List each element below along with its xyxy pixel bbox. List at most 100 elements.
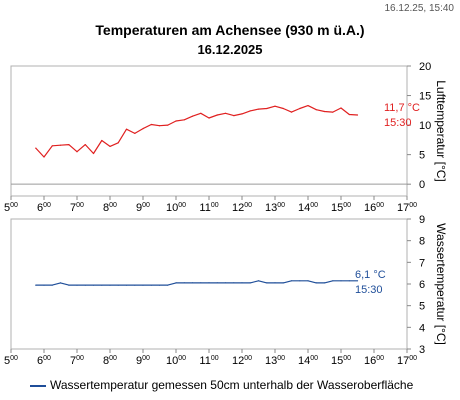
water-x-tick-suffix-7: 00 <box>76 355 84 362</box>
water-x-tick-suffix-11: 00 <box>211 355 219 362</box>
water-y-tick-label-6: 6 <box>419 279 425 291</box>
water-data-point-30 <box>282 282 284 284</box>
air-data-point-31 <box>290 111 293 113</box>
water-data-point-5 <box>76 284 78 286</box>
water-y-tick-label-8: 8 <box>419 236 425 248</box>
air-data-point-25 <box>241 113 243 115</box>
water-data-point-19 <box>191 282 194 284</box>
air-x-tick-label-15: 1500 <box>331 202 351 214</box>
water-data-point-1 <box>43 284 45 286</box>
water-x-tick-label-5: 500 <box>4 355 18 367</box>
water-data-point-24 <box>233 282 235 284</box>
legend: Wassertemperatur gemessen 50cm unterhalb… <box>30 378 413 392</box>
water-data-point-4 <box>68 284 70 286</box>
air-x-tick-label-6: 600 <box>37 202 51 214</box>
water-data-point-10 <box>117 284 119 286</box>
chart-date: 16.12.2025 <box>197 42 263 57</box>
air-series-line-0 <box>35 104 358 158</box>
water-data-point-8 <box>101 284 103 286</box>
water-data-point-6 <box>84 284 86 286</box>
air-data-point-30 <box>282 107 284 110</box>
water-data-point-16 <box>167 284 169 286</box>
air-data-point-39 <box>356 114 359 116</box>
air-data-point-36 <box>332 111 334 113</box>
air-x-tick-label-5: 500 <box>4 202 18 214</box>
air-x-tick-label-13: 1300 <box>265 202 285 214</box>
water-x-tick-label-7: 700 <box>70 355 84 367</box>
water-data-point-18 <box>183 282 185 284</box>
water-data-point-39 <box>356 280 359 282</box>
air-data-point-9 <box>109 145 111 147</box>
air-data-point-16 <box>167 124 169 126</box>
water-data-point-34 <box>315 282 317 284</box>
air-x-tick-suffix-16: 00 <box>376 202 384 209</box>
air-data-point-10 <box>117 142 119 144</box>
water-data-point-17 <box>175 282 177 284</box>
water-data-point-23 <box>224 282 227 284</box>
water-x-tick-label-12: 1200 <box>232 355 252 367</box>
air-y-axis-label: Lufttemperatur [°C] <box>434 80 448 182</box>
water-data-point-32 <box>299 280 301 282</box>
water-x-tick-label-8: 800 <box>103 355 117 367</box>
water-data-point-35 <box>323 282 326 284</box>
air-data-point-23 <box>224 112 227 114</box>
air-data-point-1 <box>43 156 45 158</box>
air-data-point-15 <box>158 125 161 127</box>
air-x-tick-label-14: 1400 <box>298 202 318 214</box>
water-y-tick-label-3: 3 <box>419 344 425 356</box>
water-x-tick-suffix-13: 00 <box>277 355 285 362</box>
water-last-value-label: 6,1 °C <box>355 269 386 281</box>
water-plot-frame <box>10 218 408 350</box>
legend-swatch-water <box>30 384 46 387</box>
water-data-point-28 <box>266 282 268 284</box>
air-x-tick-suffix-17: 00 <box>409 202 417 209</box>
air-data-point-3 <box>59 144 62 146</box>
water-data-point-33 <box>307 280 309 282</box>
air-data-point-28 <box>266 107 268 110</box>
air-x-tick-suffix-8: 00 <box>109 202 117 209</box>
water-data-point-22 <box>216 282 218 284</box>
air-data-point-13 <box>142 128 144 130</box>
water-x-tick-label-16: 1600 <box>364 355 384 367</box>
air-data-point-5 <box>76 151 78 153</box>
water-x-tick-label-10: 1000 <box>166 355 186 367</box>
water-data-point-37 <box>340 280 342 282</box>
legend-label-water: Wassertemperatur gemessen 50cm unterhalb… <box>50 378 414 392</box>
air-x-tick-suffix-7: 00 <box>76 202 84 209</box>
water-data-point-21 <box>208 282 210 284</box>
air-x-tick-label-16: 1600 <box>364 202 384 214</box>
water-y-tick-label-7: 7 <box>419 257 425 269</box>
chart-title: Temperaturen am Achensee (930 m ü.A.) <box>95 22 365 38</box>
water-y-tick-label-5: 5 <box>419 301 425 313</box>
water-x-tick-suffix-8: 00 <box>109 355 117 362</box>
air-data-point-33 <box>307 105 309 107</box>
air-data-point-20 <box>200 112 202 114</box>
water-x-tick-suffix-9: 00 <box>142 355 150 362</box>
air-data-point-6 <box>84 144 86 146</box>
air-data-point-7 <box>92 152 95 155</box>
water-data-point-26 <box>249 282 251 284</box>
air-x-tick-suffix-11: 00 <box>211 202 219 209</box>
air-x-tick-label-11: 1100 <box>199 202 218 214</box>
water-y-tick-label-4: 4 <box>419 322 425 334</box>
water-data-point-31 <box>290 280 293 282</box>
water-data-point-7 <box>92 284 95 286</box>
air-last-value-label: 11,7 °C <box>384 102 420 114</box>
water-data-point-36 <box>332 280 334 282</box>
water-x-tick-label-9: 900 <box>136 355 150 367</box>
water-x-tick-suffix-15: 00 <box>343 355 351 362</box>
water-data-point-15 <box>158 284 161 286</box>
air-x-tick-suffix-6: 00 <box>43 202 51 209</box>
water-x-tick-label-11: 1100 <box>199 355 218 367</box>
air-x-tick-suffix-10: 00 <box>178 202 186 209</box>
air-data-point-35 <box>323 110 326 113</box>
water-data-point-27 <box>257 280 260 282</box>
air-data-point-32 <box>299 107 301 110</box>
water-x-tick-suffix-16: 00 <box>376 355 384 362</box>
timestamp: 16.12.25, 15:40 <box>384 3 454 14</box>
water-x-tick-suffix-6: 00 <box>43 355 51 362</box>
water-x-tick-suffix-14: 00 <box>310 355 318 362</box>
water-x-tick-suffix-17: 00 <box>409 355 417 362</box>
air-data-point-14 <box>150 123 152 126</box>
